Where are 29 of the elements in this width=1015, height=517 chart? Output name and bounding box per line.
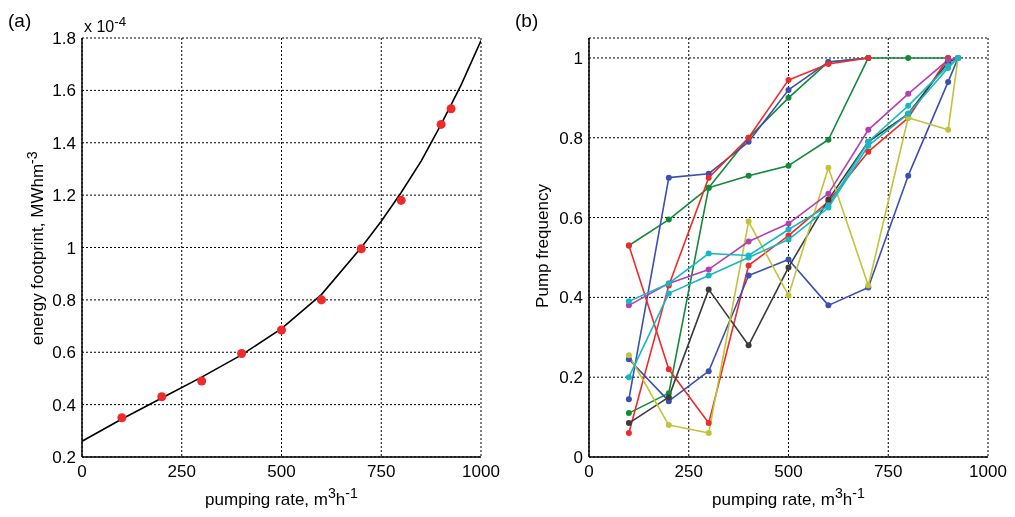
y-axis-title: Pump frequency bbox=[533, 182, 553, 310]
x-tick-label: 250 bbox=[674, 462, 703, 482]
y-tick-label: 1.4 bbox=[52, 133, 76, 153]
y-tick-label: 1.2 bbox=[52, 186, 76, 206]
text: (a) bbox=[8, 10, 32, 32]
y-tick-label: 0.2 bbox=[52, 448, 76, 468]
text: x 10$^{-4}$ bbox=[84, 14, 127, 37]
x-axis-title: pumping rate, m$^{3}$h$^{-1}$ bbox=[711, 485, 866, 510]
x-axis-title: pumping rate, m$^{3}$h$^{-1}$ bbox=[204, 485, 359, 510]
y-tick-label: 0.8 bbox=[52, 290, 76, 310]
y-tick-label: 0 bbox=[573, 448, 583, 468]
x-tick-label: 500 bbox=[267, 462, 296, 482]
y-tick-label: 0.2 bbox=[559, 368, 583, 388]
x-tick-label: 1000 bbox=[462, 462, 500, 482]
x-tick-label: 500 bbox=[774, 462, 803, 482]
y-tick-label: 1.6 bbox=[52, 81, 76, 101]
y-tick-label: 1.8 bbox=[52, 29, 76, 49]
y-tick-label: 0.6 bbox=[52, 343, 76, 363]
x-tick-label: 750 bbox=[367, 462, 396, 482]
y-tick-label: 0.6 bbox=[559, 208, 583, 228]
y-tick-label: 0.8 bbox=[559, 128, 583, 148]
x-tick-label: 750 bbox=[874, 462, 903, 482]
y-tick-label: 0.4 bbox=[559, 288, 583, 308]
text: (b) bbox=[515, 10, 539, 32]
x-tick-label: 250 bbox=[167, 462, 196, 482]
x-tick-label: 1000 bbox=[969, 462, 1007, 482]
y-tick-label: 1 bbox=[66, 238, 76, 258]
y-tick-label: 1 bbox=[573, 48, 583, 68]
y-tick-label: 0.4 bbox=[52, 395, 76, 415]
